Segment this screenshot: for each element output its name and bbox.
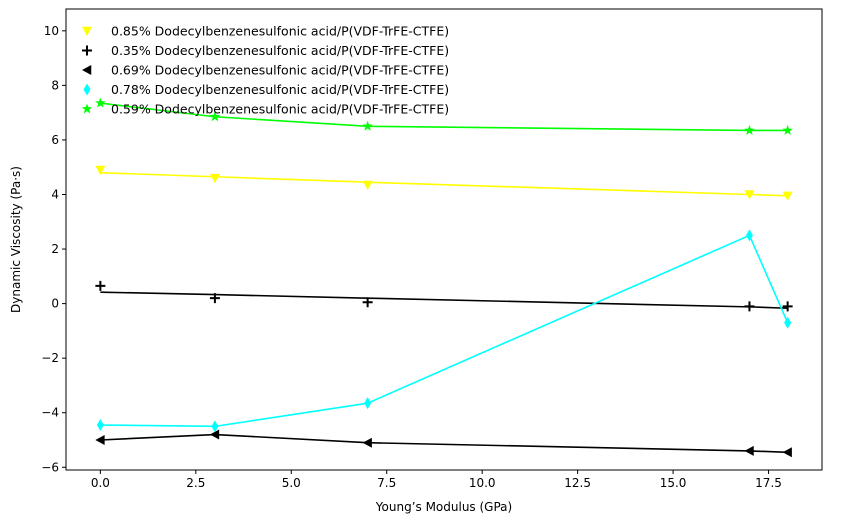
legend: 0.85% Dodecylbenzenesulfonic acid/P(VDF-… [81, 24, 449, 117]
data-point [209, 173, 220, 184]
data-point [362, 297, 373, 308]
legend-item: 0.85% Dodecylbenzenesulfonic acid/P(VDF-… [82, 24, 449, 39]
x-tick-label: 0.0 [91, 476, 110, 490]
x-axis-ticks: 0.0 2.5 5.0 7.5 10.0 12.5 15.0 17.5 [91, 470, 782, 490]
y-tick-label: 6 [51, 133, 59, 147]
legend-item: 0.78% Dodecylbenzenesulfonic acid/P(VDF-… [83, 82, 449, 97]
data-point [362, 180, 373, 190]
y-tick-label: 8 [51, 78, 59, 92]
data-point [782, 191, 793, 201]
series-2 [95, 280, 793, 312]
data-point [782, 447, 792, 458]
data-point [362, 120, 373, 131]
series-5 [95, 97, 793, 135]
x-tick-label: 17.5 [755, 476, 782, 490]
data-point [95, 434, 105, 445]
legend-marker [83, 83, 91, 96]
y-tick-label: −4 [41, 406, 59, 420]
legend-label: 0.78% Dodecylbenzenesulfonic acid/P(VDF-… [111, 82, 449, 97]
data-point [211, 420, 219, 433]
legend-item: 0.69% Dodecylbenzenesulfonic acid/P(VDF-… [82, 63, 449, 78]
legend-label: 0.35% Dodecylbenzenesulfonic acid/P(VDF-… [111, 43, 449, 58]
y-tick-label: 10 [44, 24, 59, 38]
data-point [95, 165, 106, 175]
y-tick-label: 2 [51, 242, 59, 256]
series-3 [95, 429, 792, 458]
legend-item: 0.59% Dodecylbenzenesulfonic acid/P(VDF-… [81, 102, 449, 117]
data-point [744, 301, 755, 312]
data-point [745, 229, 753, 242]
legend-item: 0.35% Dodecylbenzenesulfonic acid/P(VDF-… [82, 43, 449, 58]
data-point [364, 397, 372, 410]
legend-label: 0.69% Dodecylbenzenesulfonic acid/P(VDF-… [111, 63, 449, 78]
legend-marker [82, 26, 92, 36]
series-layer [95, 97, 793, 458]
data-point [95, 97, 106, 108]
data-point [782, 301, 793, 312]
data-point [95, 280, 106, 291]
data-point [744, 190, 755, 200]
y-tick-label: −2 [41, 351, 59, 365]
y-tick-label: 0 [51, 297, 59, 311]
legend-marker [82, 65, 92, 75]
x-tick-label: 2.5 [186, 476, 205, 490]
y-axis-label: Dynamic Viscosity (Pa·s) [9, 166, 23, 313]
x-tick-label: 5.0 [282, 476, 301, 490]
plot-frame [65, 8, 823, 471]
y-tick-label: −6 [41, 460, 59, 474]
series-4 [96, 229, 792, 433]
legend-label: 0.85% Dodecylbenzenesulfonic acid/P(VDF-… [111, 24, 449, 39]
data-point [782, 124, 793, 135]
data-point [362, 437, 372, 448]
data-point [209, 429, 220, 440]
data-point [96, 418, 104, 431]
x-axis-label: Young’s Modulus (GPa) [375, 500, 512, 514]
x-tick-label: 15.0 [660, 476, 687, 490]
x-tick-label: 12.5 [564, 476, 591, 490]
data-point [209, 111, 221, 122]
data-point [744, 124, 755, 135]
legend-label: 0.59% Dodecylbenzenesulfonic acid/P(VDF-… [111, 102, 449, 117]
series-1 [95, 165, 793, 201]
data-point [784, 316, 792, 329]
x-tick-label: 10.0 [469, 476, 496, 490]
data-point [744, 445, 754, 456]
legend-marker [82, 45, 92, 56]
x-tick-label: 7.5 [377, 476, 396, 490]
data-point [209, 293, 220, 304]
y-axis-ticks: −6 −4 −2 0 2 4 6 8 10 [41, 24, 66, 474]
legend-marker [81, 103, 93, 114]
y-tick-label: 4 [51, 187, 59, 201]
